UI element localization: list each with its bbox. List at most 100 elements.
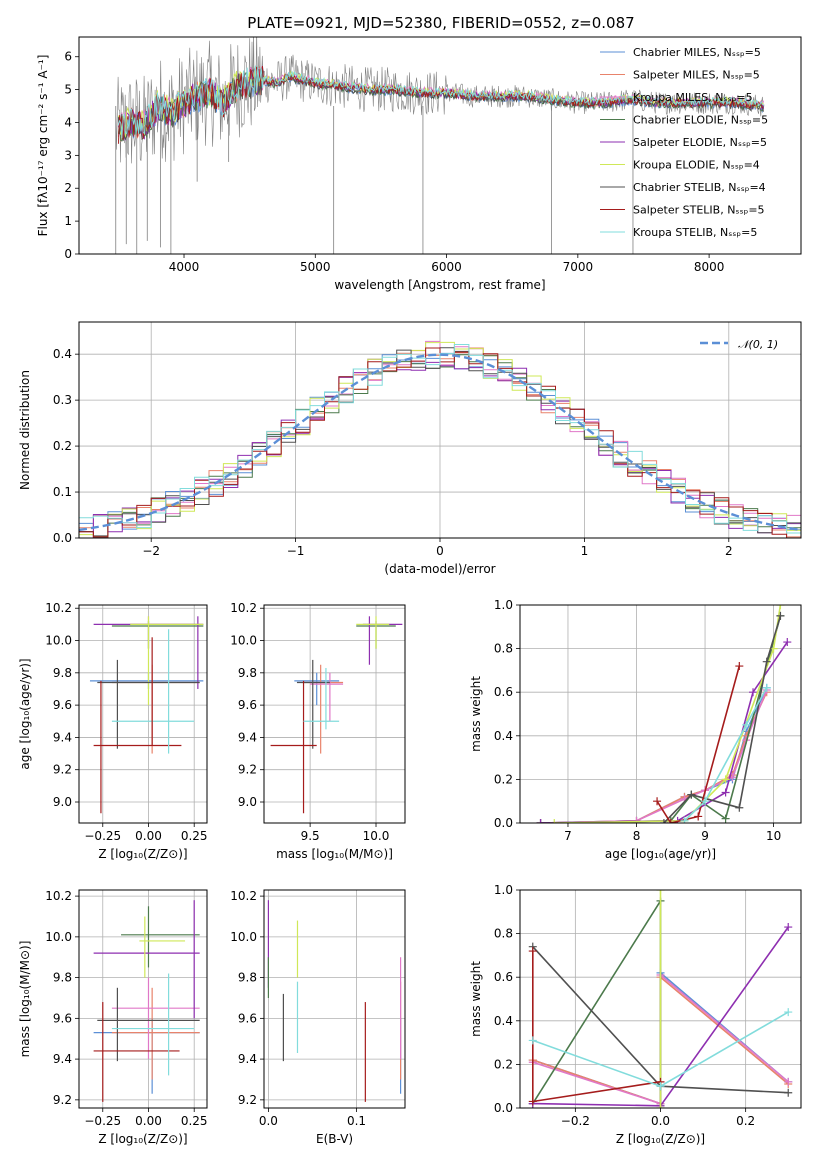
y-tick-label: 9.4 <box>53 730 72 744</box>
axes-frame <box>519 604 802 824</box>
y-tick-label: 9.0 <box>53 795 72 809</box>
axes-frame <box>263 889 406 1109</box>
x-axis-label: Z [log₁₀(Z/Z⊙)] <box>616 1132 705 1146</box>
x-tick-label: −2 <box>142 544 160 558</box>
weight-point-marker <box>666 819 675 823</box>
weight-series-line <box>683 687 768 822</box>
x-tick-label: 9.5 <box>301 829 320 843</box>
x-axis-label: wavelength [Angstrom, rest frame] <box>334 278 545 292</box>
weight-point-marker <box>687 790 696 799</box>
x-tick-label: 8 <box>633 829 641 843</box>
weight-point-marker <box>749 688 758 697</box>
spectrum-model-line <box>117 65 764 142</box>
x-tick-label: 10.0 <box>363 829 390 843</box>
y-tick-label: 6 <box>64 50 72 64</box>
y-tick-label: 1.0 <box>494 598 513 612</box>
weight-point-marker <box>550 819 559 823</box>
age-vs-mass-panel: 9.5 10.0 9.0 9.2 9.4 9.6 9.8 10.0 10.2 mass [log₁… <box>230 601 406 861</box>
y-tick-label: 10.2 <box>230 889 257 903</box>
histogram-step-line <box>79 344 801 534</box>
x-axis-label: Z [log₁₀(Z/Z⊙)] <box>98 847 187 861</box>
x-tick-label: 8000 <box>694 260 725 274</box>
y-axis-label: Normed distribution <box>18 370 32 490</box>
mass-vs-Z-plot-area <box>93 900 200 1102</box>
y-tick-label: 9.2 <box>238 763 257 777</box>
y-tick-label: 10.0 <box>45 930 72 944</box>
y-tick-label: 10.0 <box>45 634 72 648</box>
y-tick-label: 0.3 <box>53 393 72 407</box>
weight-point-marker <box>776 611 785 620</box>
x-tick-label: 0.00 <box>135 829 162 843</box>
x-axis-label: E(B-V) <box>316 1132 353 1146</box>
weight-point-marker <box>784 1008 793 1017</box>
weight-point-marker <box>721 814 730 823</box>
mass-vs-Z-panel: −0.25 0.00 0.25 9.2 9.4 9.6 9.8 10.0 10.2 Z [log₁… <box>18 889 208 1146</box>
y-tick-label: 9.6 <box>238 698 257 712</box>
age-vs-Z-plot-area <box>89 616 204 814</box>
y-tick-label: 0.4 <box>494 729 513 743</box>
weight-point-marker <box>694 812 703 821</box>
x-tick-label: −0.25 <box>84 1114 121 1128</box>
x-tick-label: 0.0 <box>651 1114 670 1128</box>
y-tick-label: 0.1 <box>53 485 72 499</box>
weight-point-marker <box>762 683 771 692</box>
mass-vs-EBV-plot-area <box>267 900 402 1102</box>
legend-entry: Kroupa STELIB, Nₛₛₚ=5 <box>633 226 757 239</box>
y-tick-label: 9.2 <box>53 1093 72 1107</box>
y-tick-label: 0.8 <box>494 642 513 656</box>
mass-weight-vs-age-panel: 7 8 9 10 0.0 0.2 0.4 0.6 0.8 1.0 age [log₁₀(age/yr… <box>469 598 802 861</box>
y-tick-label: 0.2 <box>494 1057 513 1071</box>
x-tick-label: 0.25 <box>181 1114 208 1128</box>
y-tick-label: 1.0 <box>494 883 513 897</box>
legend-entry: Kroupa MILES, Nₛₛₚ=5 <box>633 91 753 104</box>
weight-point-marker <box>735 803 744 812</box>
y-tick-label: 0.8 <box>494 927 513 941</box>
x-tick-label: 0.1 <box>347 1114 366 1128</box>
mass-vs-EBV-panel: 0.0 0.1 9.2 9.4 9.6 9.8 10.0 10.2 E(B-V) <box>230 889 406 1146</box>
x-tick-label: 2 <box>725 544 733 558</box>
y-axis-label: mass weight <box>469 676 483 752</box>
y-tick-label: 9.0 <box>238 795 257 809</box>
y-tick-label: 0.0 <box>494 1101 513 1115</box>
y-tick-label: 9.8 <box>238 971 257 985</box>
age-vs-Z-panel: −0.25 0.00 0.25 9.0 9.2 9.4 9.6 9.8 10.0 10.2 Z [l… <box>18 601 208 861</box>
residuals-plot-area <box>79 340 801 538</box>
axes-frame <box>519 889 802 1109</box>
y-tick-label: 2 <box>64 181 72 195</box>
weight-point-marker <box>528 1036 537 1045</box>
x-axis-label: age [log₁₀(age/yr)] <box>605 847 716 861</box>
weight-point-marker <box>721 788 730 797</box>
x-axis-label: (data-model)/error <box>384 562 495 576</box>
legend-entry: Chabrier MILES, Nₛₛₚ=5 <box>633 46 761 59</box>
legend-entry: 𝒩(0, 1) <box>738 338 778 351</box>
y-tick-label: 10.2 <box>230 601 257 615</box>
mass-weight-vs-Z-panel: −0.2 0.0 0.2 0.0 0.2 0.4 0.6 0.8 1.0 Z [log₁₀(Z/Z… <box>469 883 802 1146</box>
y-tick-label: 9.2 <box>238 1093 257 1107</box>
weight-point-marker <box>784 1077 793 1086</box>
y-axis-label: mass weight <box>469 961 483 1037</box>
weight-point-marker <box>528 947 537 956</box>
age-vs-mass-plot-area <box>270 616 403 814</box>
legend-entry: Salpeter ELODIE, Nₛₛₚ=5 <box>633 136 767 149</box>
y-tick-label: 9.4 <box>238 730 257 744</box>
weight-point-marker <box>653 797 662 806</box>
y-tick-label: 9.4 <box>238 1052 257 1066</box>
x-tick-label: 7 <box>564 829 572 843</box>
y-tick-label: 1 <box>64 214 72 228</box>
x-tick-label: 5000 <box>300 260 331 274</box>
weight-point-marker <box>721 775 730 784</box>
weight-point-marker <box>701 797 710 806</box>
y-tick-label: 9.8 <box>238 666 257 680</box>
legend-entry: Salpeter MILES, Nₛₛₚ=5 <box>633 69 760 82</box>
x-tick-label: 0.2 <box>736 1114 755 1128</box>
y-tick-label: 9.6 <box>238 1011 257 1025</box>
weight-point-marker <box>656 1082 665 1091</box>
weight-point-marker <box>784 1088 793 1097</box>
y-axis-label: Flux [fλ10⁻¹⁷ erg cm⁻² s⁻¹ A⁻¹] <box>36 55 50 237</box>
spectrum-model-line <box>117 65 764 139</box>
y-tick-label: 10.0 <box>230 930 257 944</box>
x-tick-label: 4000 <box>169 260 200 274</box>
y-tick-label: 0 <box>64 247 72 261</box>
x-tick-label: −0.25 <box>84 829 121 843</box>
